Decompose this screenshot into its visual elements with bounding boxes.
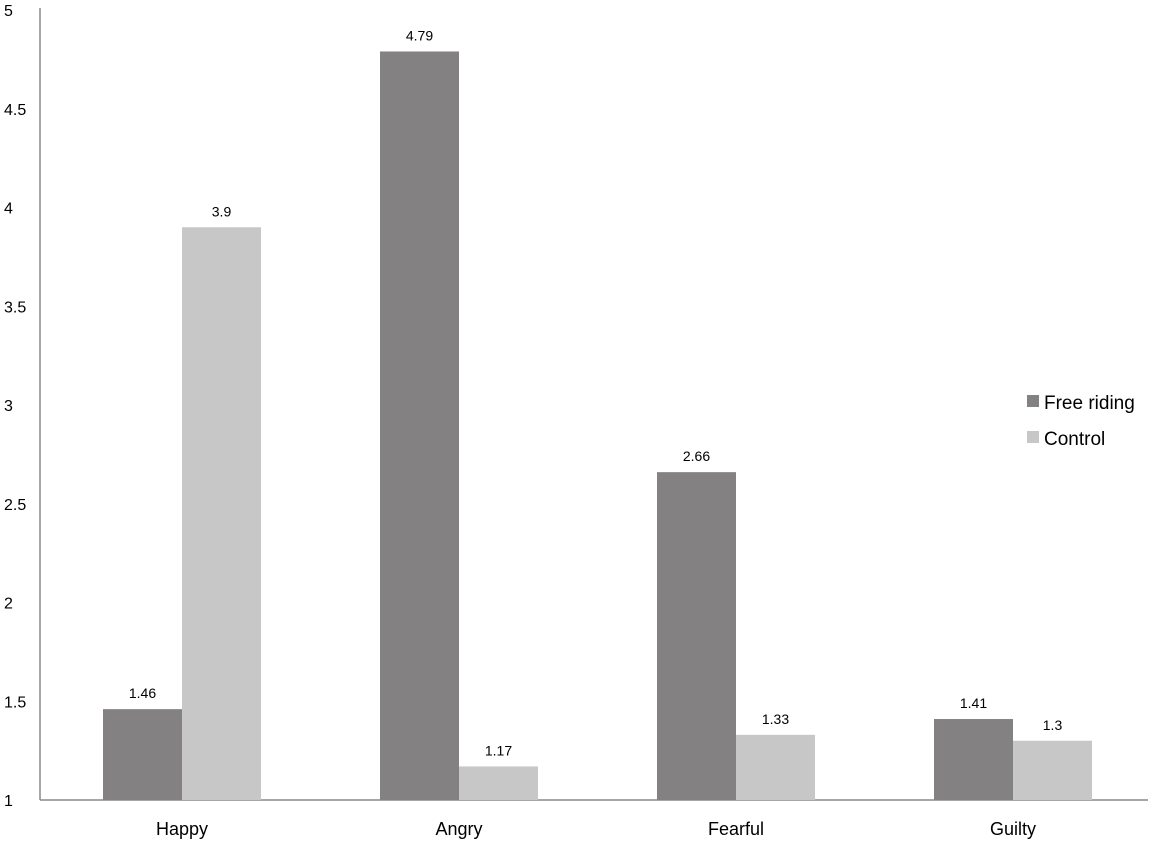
x-category-label: Happy [156, 819, 208, 839]
data-label: 1.33 [762, 711, 789, 727]
bar-free-riding-angry [380, 51, 459, 801]
legend-swatch-free-riding [1027, 395, 1039, 407]
legend-label: Free riding [1044, 393, 1135, 414]
data-label: 2.66 [683, 448, 710, 464]
x-category-label: Angry [435, 819, 482, 839]
y-tick-label: 3 [4, 398, 13, 415]
y-tick-label: 5 [4, 3, 13, 20]
bar-control-fearful [736, 734, 815, 800]
bar-free-riding-guilty [934, 719, 1013, 800]
bar-control-happy [182, 227, 261, 800]
y-tick-label: 2.5 [4, 497, 26, 514]
y-tick-label: 4 [4, 201, 13, 218]
bar-control-guilty [1013, 740, 1092, 800]
x-category-label: Fearful [708, 819, 764, 839]
y-tick-label: 3.5 [4, 299, 26, 316]
bar-free-riding-happy [103, 709, 182, 800]
data-label: 1.17 [485, 742, 512, 758]
bar-control-angry [459, 766, 538, 800]
y-tick-label: 4.5 [4, 102, 26, 119]
legend-label: Control [1044, 429, 1105, 450]
y-tick-label: 2 [4, 596, 13, 613]
data-label: 3.9 [212, 203, 232, 219]
bar-free-riding-fearful [657, 472, 736, 800]
legend-swatch-control [1027, 431, 1039, 443]
data-label: 1.46 [129, 685, 156, 701]
y-tick-label: 1.5 [4, 694, 26, 711]
x-category-label: Guilty [990, 819, 1036, 839]
y-tick-label: 1 [4, 793, 13, 810]
data-label: 4.79 [406, 27, 433, 43]
data-label: 1.3 [1043, 717, 1063, 733]
data-label: 1.41 [960, 695, 987, 711]
